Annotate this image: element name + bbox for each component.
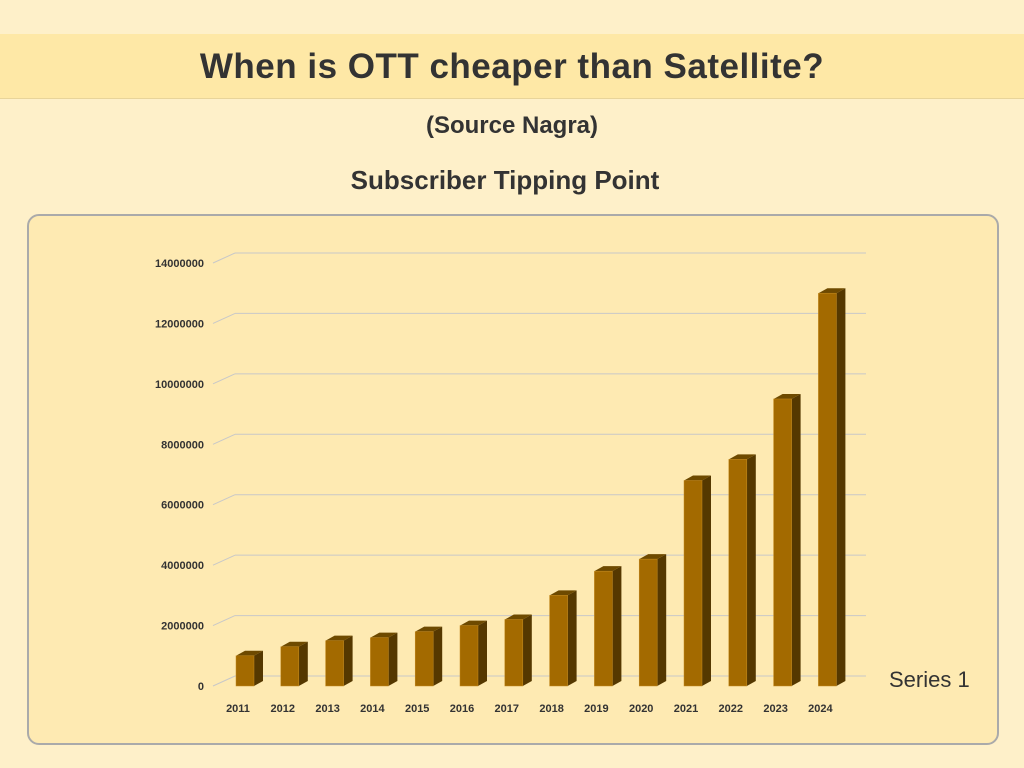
bar-top [370,632,398,638]
chart-title: Subscriber Tipping Point [350,165,660,195]
gridline-diagonal [212,252,236,264]
gridline-diagonal [212,312,236,324]
bar-2018 [549,595,568,687]
bar-2023 [773,398,792,687]
bar-2016 [459,625,479,687]
bar-side [388,632,398,686]
bar-top [639,554,667,560]
bar-top [773,393,801,399]
x-tick-label: 2018 [539,703,563,715]
bar-side [836,288,846,686]
bar-top [280,641,308,647]
x-tick-label: 2012 [271,703,295,715]
bar-2020 [638,558,658,687]
bar-2015 [414,631,434,687]
bar-top [818,288,846,294]
gridline-diagonal [212,433,236,445]
slide-title: When is OTT cheaper than Satellite? [199,47,825,86]
bar-side [343,635,353,686]
bar-top [728,454,756,460]
bar-side [567,590,577,686]
title-band [0,34,1024,99]
y-tick-label: 12000000 [155,318,204,330]
x-tick-label: 2014 [360,703,385,715]
bar-top [460,620,487,626]
y-tick-label: 4000000 [161,560,204,572]
bar-side [254,650,263,686]
y-tick-label: 0 [198,681,204,693]
bar-side [433,626,443,686]
gridline-diagonal [212,373,236,385]
bar-2011 [235,655,255,687]
x-tick-label: 2022 [719,703,743,715]
bar-top [236,650,263,656]
bar-top [325,635,353,641]
gridline-diagonal [212,615,236,627]
gridline-diagonal [212,675,236,687]
y-tick-label: 2000000 [161,621,204,633]
y-tick-label: 6000000 [161,500,204,512]
bar-2019 [594,570,613,687]
bar-side [612,566,622,686]
bar-side [522,614,532,686]
gridline-diagonal [212,494,236,506]
bar-2017 [504,619,524,687]
y-tick-label: 14000000 [155,258,204,270]
x-tick-label: 2024 [808,703,833,715]
x-tick-label: 2019 [584,703,608,715]
bar-side [702,475,711,686]
bar-side [298,641,308,686]
bar-2021 [683,480,703,687]
bar-top [415,626,443,632]
y-tick-label: 8000000 [161,439,204,451]
x-tick-label: 2020 [629,703,653,715]
bar-side [657,554,667,686]
bar-2024 [818,292,837,687]
bar-side [791,393,801,686]
x-tick-label: 2021 [674,703,698,715]
bar-2013 [325,640,344,687]
x-tick-label: 2016 [450,703,474,715]
bar-side [746,454,756,686]
bar-2012 [280,646,300,687]
bar-top [594,566,622,572]
bar-2022 [728,459,748,687]
x-tick-label: 2017 [495,703,519,715]
bar-side [478,620,487,686]
y-tick-label: 10000000 [155,379,204,391]
bar-2014 [370,637,389,687]
legend-series-1: Series 1 [889,667,970,692]
bar-top [549,590,577,596]
x-tick-label: 2013 [315,703,339,715]
x-tick-label: 2011 [226,703,250,715]
slide-subtitle: (Source Nagra) [425,112,599,139]
x-tick-label: 2015 [405,703,429,715]
bar-top [684,475,711,481]
bar-top [504,614,532,620]
gridline-diagonal [212,554,236,566]
x-tick-label: 2023 [763,703,787,715]
